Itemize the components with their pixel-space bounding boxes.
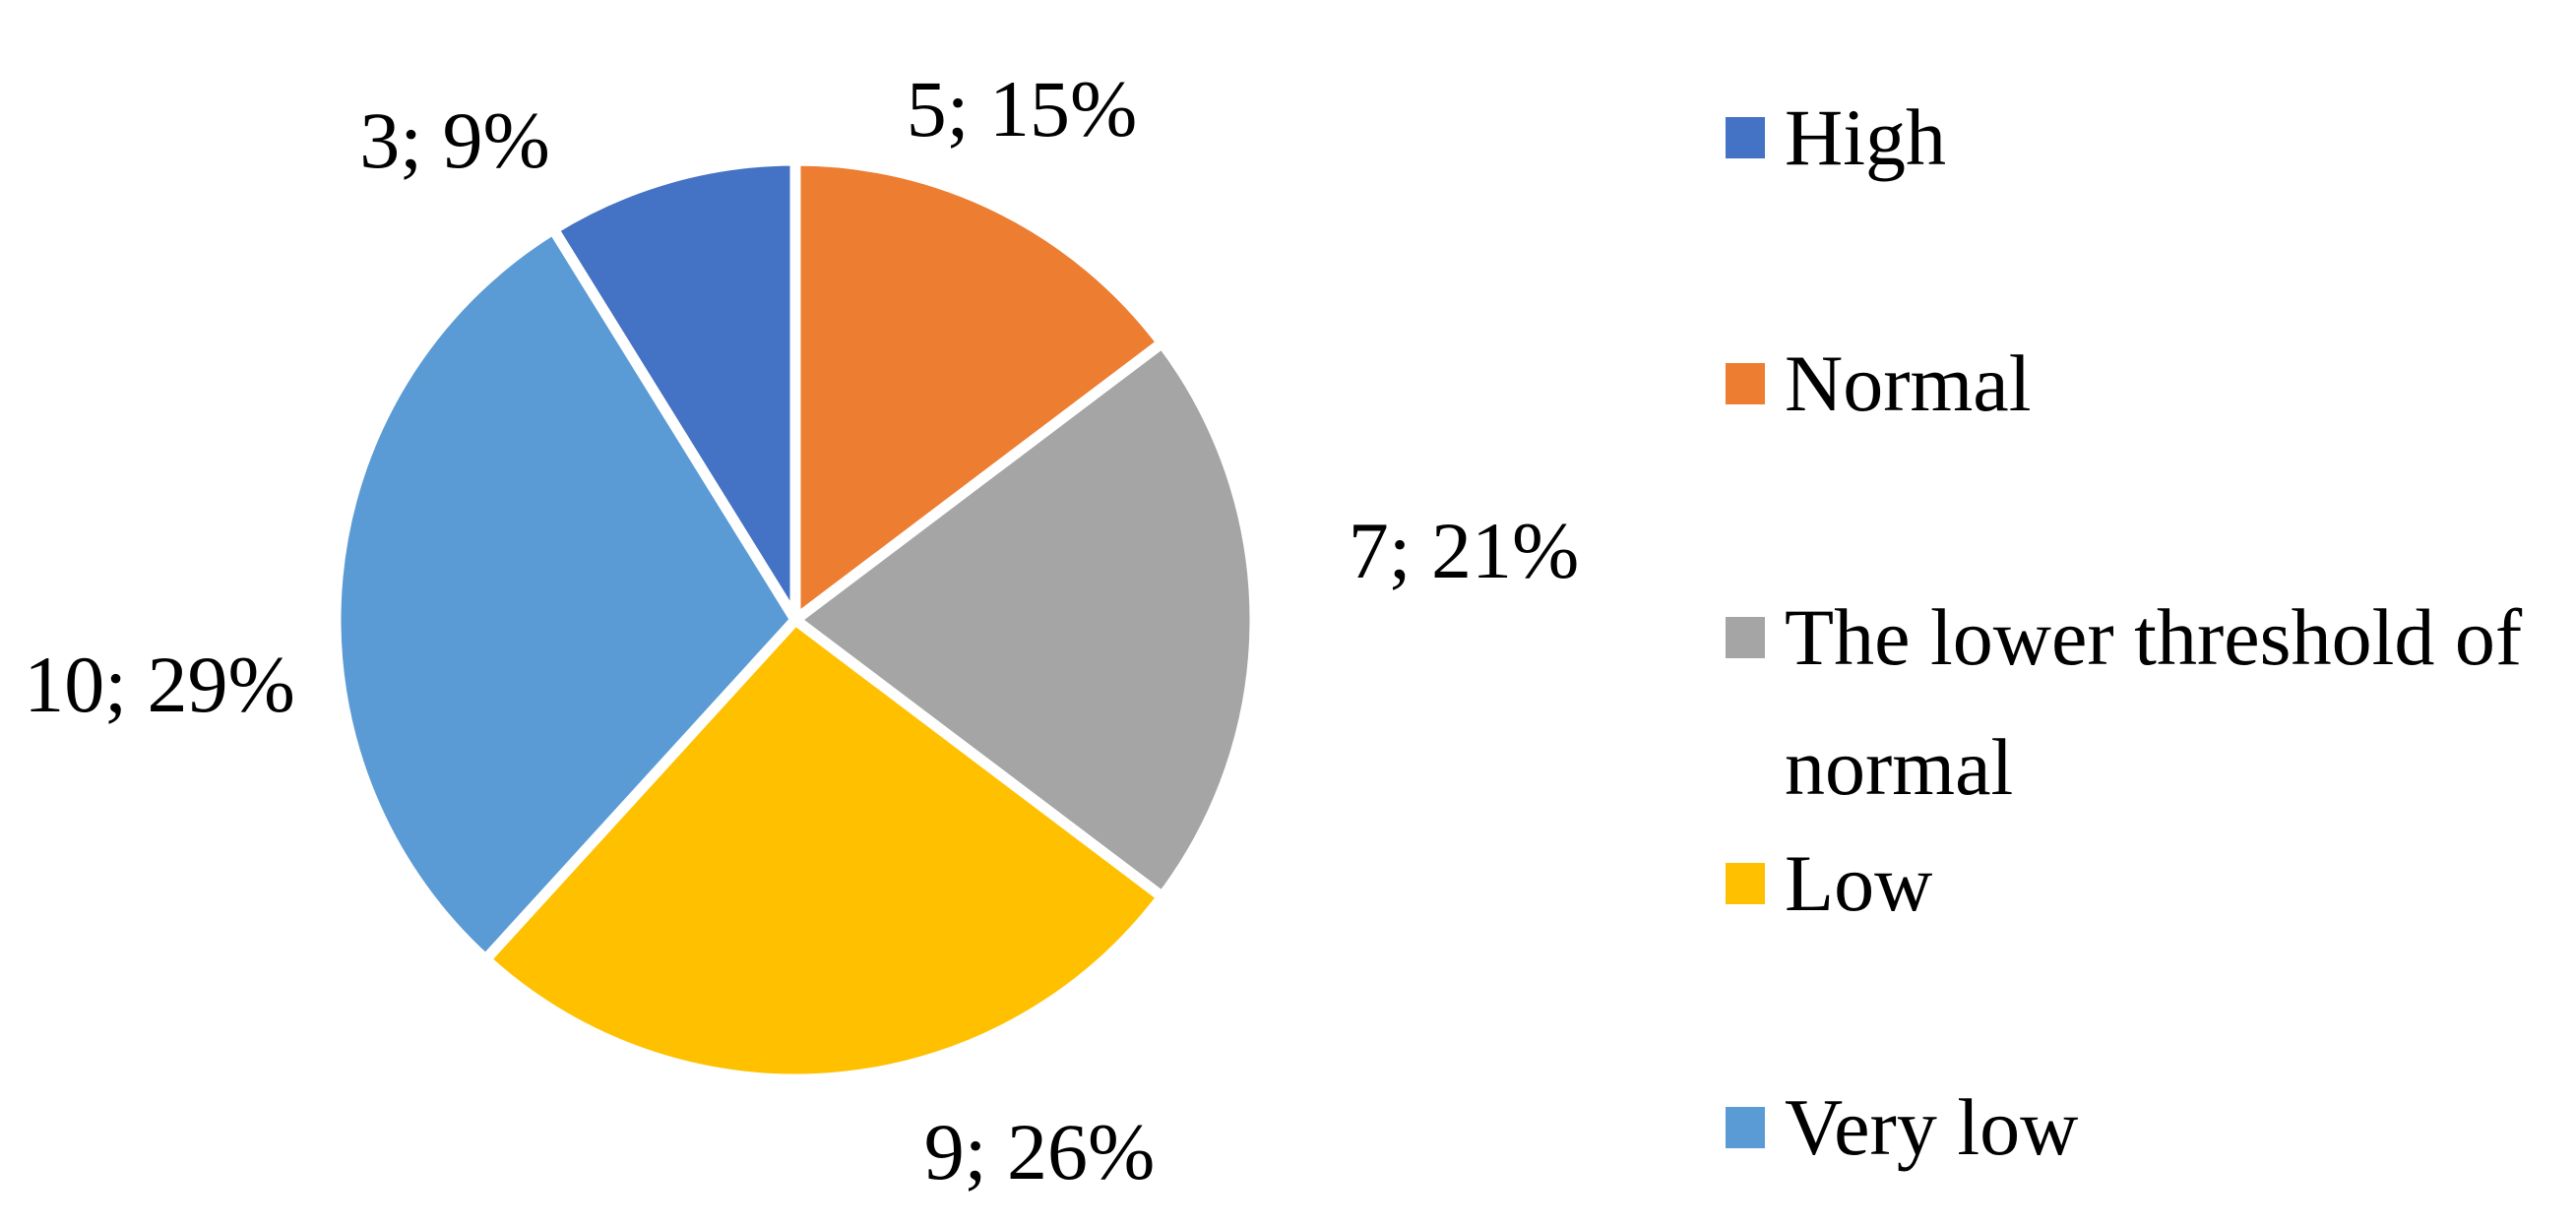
legend-swatch-normal xyxy=(1726,363,1765,404)
legend-label-very-low: Very low xyxy=(1785,1063,2078,1193)
legend-label-line: Normal xyxy=(1785,338,2032,428)
pie-slice-low xyxy=(479,614,1168,1085)
pie-slice-high xyxy=(547,154,801,626)
legend-label-line: The lower threshold of xyxy=(1785,592,2523,682)
legend-item-the-lower-threshold-of-normal: The lower threshold of normal xyxy=(1726,573,2522,832)
legend-label-line: High xyxy=(1785,92,1946,182)
legend-item-low: Low xyxy=(1726,819,1932,949)
legend-label-the-lower-threshold-of-normal: The lower threshold of normal xyxy=(1785,573,2522,832)
legend-label-line: Very low xyxy=(1785,1082,2079,1172)
legend-item-very-low: Very low xyxy=(1726,1063,2078,1193)
legend-label-normal: Normal xyxy=(1785,319,2031,449)
legend-label-line: Low xyxy=(1785,838,1933,928)
slice-label-low: 9; 26% xyxy=(923,1107,1156,1196)
slice-label-the-lower-threshold-of-normal: 7; 21% xyxy=(1348,506,1580,595)
legend-swatch-high xyxy=(1726,117,1765,158)
slice-label-very-low: 10; 29% xyxy=(24,640,295,729)
pie-slice-very-low xyxy=(330,223,801,965)
legend-label-low: Low xyxy=(1785,819,1932,949)
pie-slice-the-lower-threshold-of-normal xyxy=(789,337,1261,902)
legend-swatch-the-lower-threshold-of-normal xyxy=(1726,617,1765,658)
legend-label-line: normal xyxy=(1785,722,2014,812)
legend-swatch-very-low xyxy=(1726,1107,1765,1148)
legend-item-normal: Normal xyxy=(1726,319,2031,449)
legend-swatch-low xyxy=(1726,863,1765,904)
slice-label-high: 3; 9% xyxy=(359,95,550,185)
pie-slice-normal xyxy=(789,154,1168,626)
legend-item-high: High xyxy=(1726,73,1946,203)
legend-label-high: High xyxy=(1785,73,1946,203)
slice-label-normal: 5; 15% xyxy=(906,64,1138,153)
